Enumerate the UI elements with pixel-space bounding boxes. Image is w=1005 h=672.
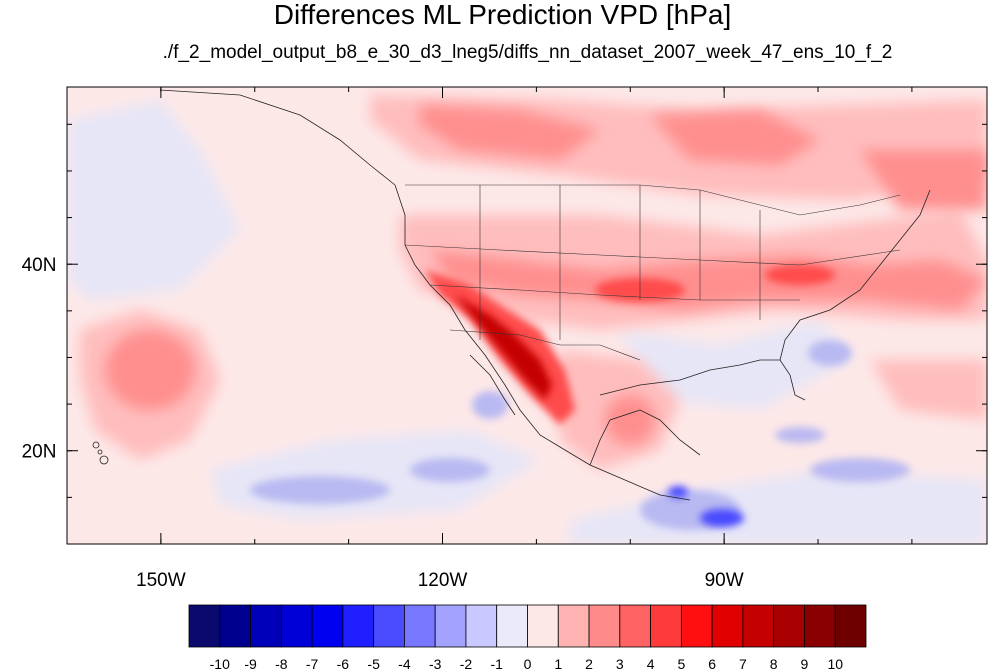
colorbar-label: 7: [739, 656, 747, 672]
colorbar-swatch: [250, 604, 282, 648]
colorbar-label: -2: [460, 656, 473, 672]
colorbar: -10 -9 -8 -7 -6 -5 -4 -3 -2 -1 0 1 2 3 4 5 6 7 8 9 10: [188, 604, 867, 672]
colorbar-label: 3: [616, 656, 624, 672]
colorbar-swatch: [311, 604, 344, 648]
peak-positive-regions: [455, 295, 552, 400]
political-borders: [404, 184, 901, 361]
moderate-negative-regions: [250, 340, 910, 530]
map-title: Differences ML Prediction VPD [hPa]: [273, 0, 732, 30]
plot-area: [67, 87, 987, 544]
colorbar-label: 0: [524, 656, 532, 672]
colorbar-label: 1: [554, 656, 562, 672]
colorbar-label: -5: [367, 656, 380, 672]
colorbar-label: 5: [677, 656, 685, 672]
lon-tick-label: 90W: [705, 570, 744, 591]
colorbar-label: -4: [398, 656, 411, 672]
colorbar-label: 8: [770, 656, 778, 672]
lon-tick-label: 120W: [418, 570, 468, 591]
colorbar-label: -1: [491, 656, 504, 672]
colorbar-swatch: [742, 604, 775, 648]
colorbar-label: -6: [337, 656, 350, 672]
colorbar-label: -10: [210, 656, 230, 672]
colorbar-swatch: [834, 604, 867, 648]
colorbar-label: 9: [801, 656, 809, 672]
colorbar-swatch: [650, 604, 682, 648]
colorbar-swatch: [588, 604, 621, 648]
colorbar-label: 4: [647, 656, 655, 672]
colorbar-swatch: [527, 604, 559, 648]
colorbar-label: -3: [429, 656, 442, 672]
colorbar-swatch: [557, 604, 590, 648]
axis-ticks: [66, 87, 987, 545]
colorbar-label: -9: [244, 656, 257, 672]
colorbar-swatch: [804, 604, 836, 648]
colorbar-swatch: [496, 604, 528, 648]
colorbar-swatch: [434, 604, 467, 648]
colorbar-swatch: [711, 604, 744, 648]
lon-tick-label: 150W: [136, 570, 186, 591]
colorbar-label: -8: [275, 656, 288, 672]
colorbar-swatch: [773, 604, 805, 648]
strong-negative-regions: [668, 486, 744, 527]
colorbar-swatch: [373, 604, 405, 648]
colorbar-label: -7: [306, 656, 319, 672]
colorbar-label: 2: [585, 656, 593, 672]
colorbar-swatch: [619, 604, 651, 648]
colorbar-swatch: [188, 604, 221, 648]
colorbar-swatch: [404, 604, 436, 648]
colorbar-label: 10: [827, 656, 843, 672]
lat-tick-label: 40N: [22, 255, 57, 276]
colorbar-swatch: [219, 604, 251, 648]
colorbar-swatch: [465, 604, 498, 648]
coastlines: [159, 89, 931, 501]
plot-frame: [66, 86, 988, 545]
lat-tick-label: 20N: [22, 442, 57, 463]
colorbar-label: 6: [708, 656, 716, 672]
weak-negative-regions: [67, 100, 987, 544]
axis-labels: 150W 120W 90W 40N 20N: [22, 255, 744, 591]
colorbar-swatch: [280, 604, 313, 648]
colorbar-swatch: [680, 604, 713, 648]
hawaii-islands: [92, 441, 109, 465]
moderate-positive-regions: [105, 105, 987, 445]
map-subtitle: ./f_2_model_output_b8_e_30_d3_lneg5/diff…: [162, 42, 893, 63]
colorbar-swatch: [342, 604, 375, 648]
